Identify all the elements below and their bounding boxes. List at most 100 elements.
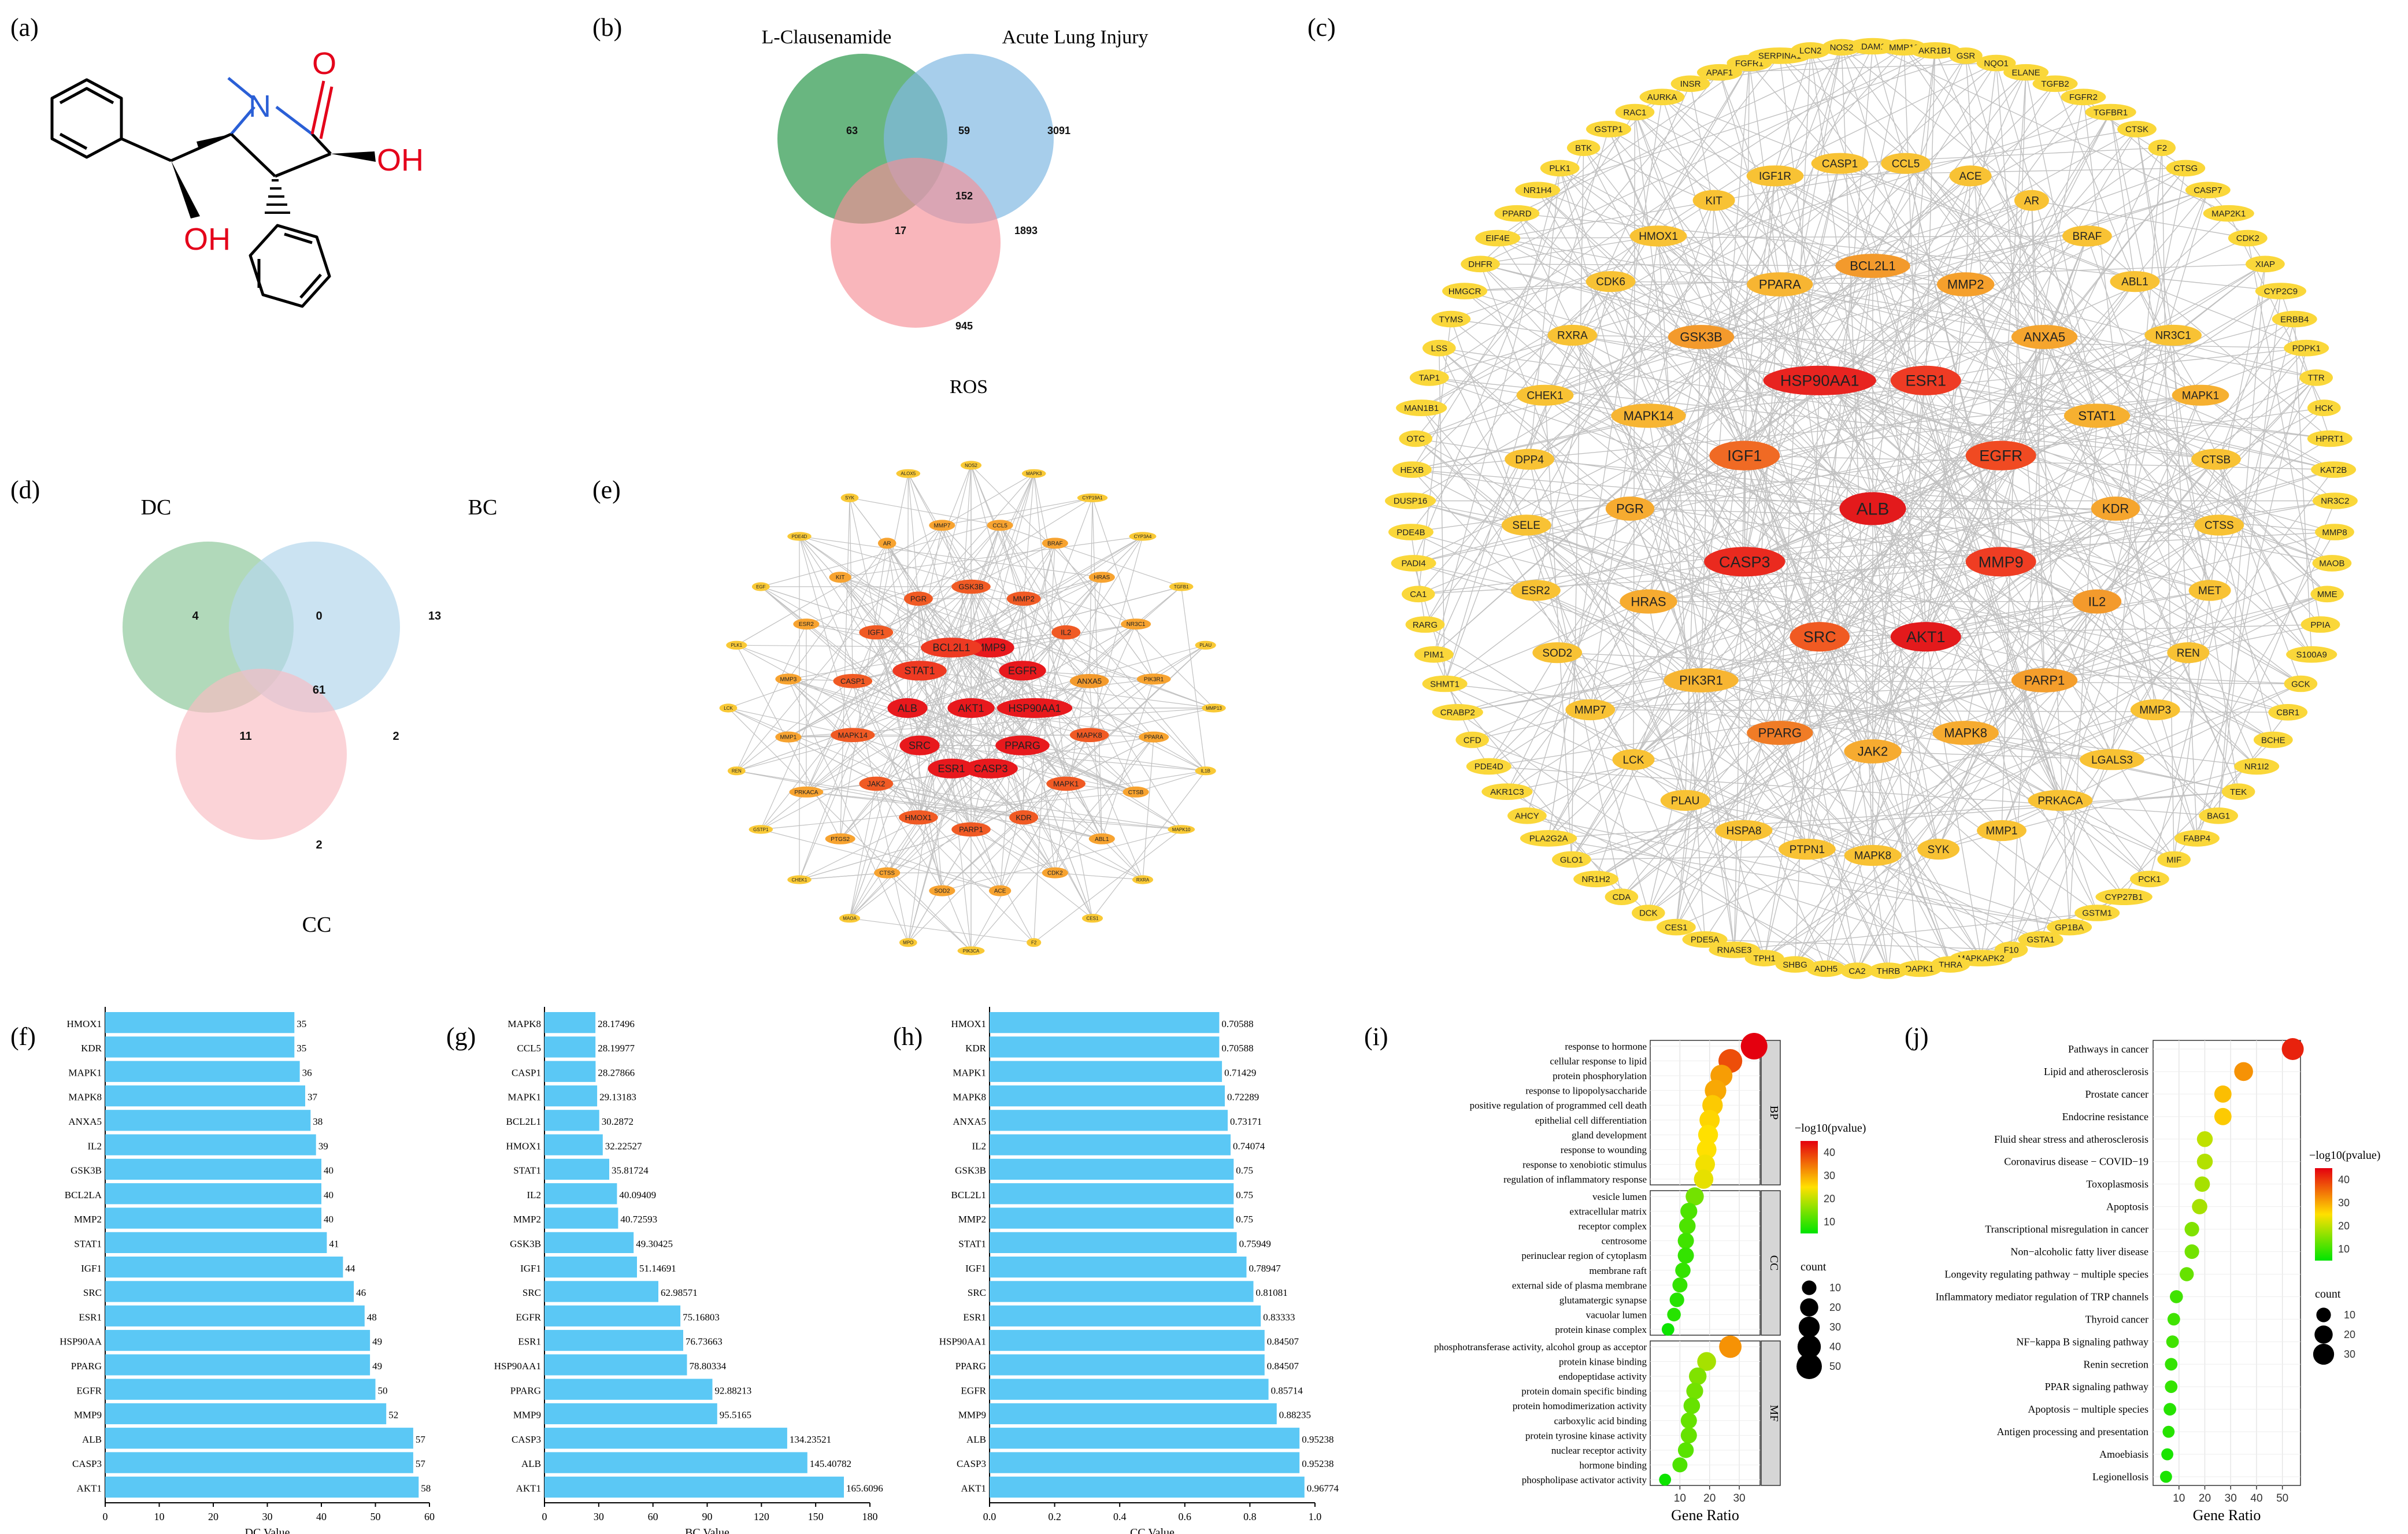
network-e-edge xyxy=(990,498,1093,769)
network-e-node: CTSS xyxy=(874,867,901,879)
network-e-node: PIK3CA xyxy=(957,946,985,955)
dot-j-size-key xyxy=(2313,1343,2335,1365)
network-e-edge xyxy=(876,586,972,784)
network-c-edge xyxy=(1713,200,2098,913)
network-c-node-shape xyxy=(2011,668,2078,692)
network-c-edge xyxy=(1648,830,1744,914)
network-c-node-shape xyxy=(2203,205,2254,222)
network-c-edge xyxy=(1421,407,1920,969)
network-c-node-shape xyxy=(1632,905,1665,921)
dot-j-term-label: Pathways in cancer xyxy=(2068,1043,2148,1055)
network-e-edge xyxy=(788,679,1066,784)
network-e-node-shape xyxy=(787,532,812,541)
network-c-edge xyxy=(1819,508,2116,638)
dot-i-term-label: protein kinase binding xyxy=(1559,1357,1647,1368)
network-c-node-shape xyxy=(2130,870,2169,888)
venn-b-ab: 59 xyxy=(958,125,970,136)
bar-f-value-label: 40 xyxy=(324,1214,334,1225)
network-c-edge xyxy=(1537,190,1702,338)
network-c-edge xyxy=(1529,128,2137,460)
network-c-edge xyxy=(1872,236,2088,752)
network-c-edge xyxy=(1418,319,1451,594)
bar-g-value-label: 35.81724 xyxy=(612,1165,649,1176)
venn-d-b-only: 13 xyxy=(428,610,441,623)
bar-g-category-label: ALB xyxy=(521,1458,541,1469)
network-c-node: CRABP2 xyxy=(1432,704,1483,721)
network-c-edge xyxy=(2218,264,2266,816)
network-c-node-label: CHEK1 xyxy=(1527,390,1563,402)
bar-g-value-label: 28.17496 xyxy=(598,1018,635,1029)
network-c-edge xyxy=(1507,415,2098,792)
network-c-edge xyxy=(1572,200,2032,336)
network-c-node-label: MAOB xyxy=(2319,559,2344,569)
network-c-edge xyxy=(1439,347,1649,416)
network-e-edge xyxy=(951,707,1035,769)
network-c-edge xyxy=(2172,335,2198,839)
dot-i-term-label: response to lipopolysaccharide xyxy=(1525,1085,1647,1096)
network-c-edge xyxy=(1965,590,2210,733)
network-c-node-shape xyxy=(2268,704,2308,721)
network-c-node: CA2 xyxy=(1840,962,1874,979)
network-e-node-shape xyxy=(921,638,982,658)
network-c-edge xyxy=(1872,508,1920,969)
network-e-node-label: GSK3B xyxy=(958,583,983,591)
dot-i-point xyxy=(1677,1442,1694,1458)
network-e-edge xyxy=(919,647,952,746)
bar-f-bar xyxy=(105,1403,387,1425)
bar-h-value-label: 0.74074 xyxy=(1233,1140,1265,1151)
network-c-node-shape xyxy=(1896,960,1942,977)
dot-i-term-label: response to wounding xyxy=(1561,1144,1647,1155)
network-c-node-shape xyxy=(1388,524,1433,540)
bar-g-value-label: 76.73663 xyxy=(686,1336,723,1347)
bar-f-category-label: KDR xyxy=(81,1043,102,1054)
network-c-node-label: NR3C1 xyxy=(2155,330,2191,342)
network-c-edge xyxy=(1559,168,2288,713)
network-c-edge xyxy=(1743,112,2111,831)
network-c-edge xyxy=(1480,264,1926,381)
network-c-edge xyxy=(1433,654,2041,940)
bar-f-category-label: IGF1 xyxy=(81,1263,102,1274)
panel-labels: (a) (b) (c) (d) (e) (f) (g) (h) (i) (j) xyxy=(10,13,1929,1051)
network-c-edge xyxy=(2031,200,2248,239)
network-e-node-shape xyxy=(1042,538,1068,549)
network-c-node-shape xyxy=(1664,668,1739,692)
bar-g-x-axis-title: BC Value xyxy=(685,1526,729,1534)
network-c-edge xyxy=(1633,112,1636,760)
network-e-edge xyxy=(907,679,1154,709)
network-e-node: NOS2 xyxy=(960,461,982,470)
network-c-edge xyxy=(2216,459,2312,655)
dot-i-point xyxy=(1740,1033,1768,1059)
network-c-node: NR1H4 xyxy=(1515,181,1561,199)
network-c-edge xyxy=(1701,112,2111,338)
network-c-edge xyxy=(1839,163,2307,349)
bar-g-category-label: HSP90AA1 xyxy=(494,1361,541,1372)
network-c-edge xyxy=(1719,62,1996,73)
network-e-node-shape xyxy=(775,673,802,685)
network-e-node-label: MMP13 xyxy=(1206,706,1222,711)
bar-g-x-tick-label: 180 xyxy=(862,1511,878,1522)
network-c-node-label: MMP9 xyxy=(1979,553,2024,570)
dot-i-point xyxy=(1697,1352,1716,1371)
network-c-edge xyxy=(1794,236,2088,965)
bar-f-x-tick-label: 20 xyxy=(208,1511,218,1522)
network-c-node-shape xyxy=(2130,699,2180,721)
network-c-node-shape xyxy=(1977,820,2027,842)
dot-i-color-tick: 30 xyxy=(1824,1170,1835,1181)
bar-f-bar xyxy=(105,1329,371,1351)
network-c-edge xyxy=(1421,163,1906,409)
network-c-node-label: AURKA xyxy=(1647,92,1677,102)
network-e-edge xyxy=(806,525,943,792)
dot-i-color-tick: 20 xyxy=(1824,1193,1835,1205)
network-c-node-label: JAK2 xyxy=(1858,744,1888,759)
bar-h-bar xyxy=(990,1281,1254,1302)
network-c-edge xyxy=(1544,168,2186,396)
network-e-node: KDR xyxy=(1009,810,1039,825)
network-c-node-shape xyxy=(2284,675,2318,692)
network-c-node-shape xyxy=(1775,956,1815,973)
network-e-node: AKT1 xyxy=(947,698,995,718)
network-c-edge xyxy=(1780,235,2088,285)
network-e-edge xyxy=(907,647,952,943)
bar-g-bar xyxy=(544,1281,658,1302)
dot-j-term-label: Lipid and atherosclerosis xyxy=(2044,1066,2148,1077)
